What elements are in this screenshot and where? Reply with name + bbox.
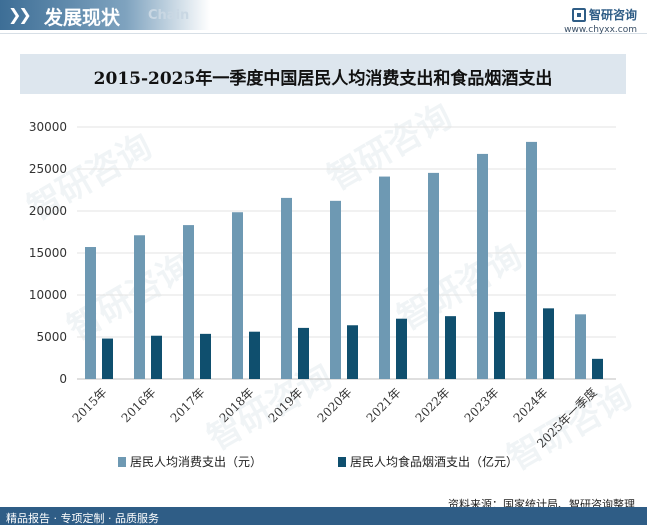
bar-series-2 [298,327,309,379]
footer-bar [0,507,647,525]
bar-series-1 [526,141,537,379]
bar-series-2 [494,311,505,379]
legend-swatch [338,457,346,467]
brand: 智研咨询 www.chyxx.com [564,4,637,35]
section-title: 发展现状 [44,7,121,29]
section-subtitle: Chain [148,8,190,23]
bar-series-2 [151,335,162,379]
x-tick-label: 2023年 [462,385,502,425]
chart-title-box: 2015-2025年一季度中国居民人均消费支出和食品烟酒支出 [20,54,626,94]
brand-logo-icon [571,7,586,22]
x-tick-label: 2024年 [511,385,551,425]
bar-series-2 [543,308,554,379]
y-tick-label: 5000 [36,330,67,344]
bar-series-2 [347,325,358,379]
bar-chart: 0 5000 10000 15000 20000 25000 30000 2015年 2016年… [29,120,616,469]
y-tick-label: 0 [59,372,67,386]
bar-series-1 [134,235,145,379]
bar-series-2 [445,316,456,379]
bar-series-1 [330,200,341,379]
bar-series-1 [183,225,194,379]
bar-series-1 [85,247,96,379]
double-chevron-icon: ❯❯ [8,5,32,24]
bar-series-1 [232,212,243,379]
y-tick-label: 30000 [29,120,67,134]
bar-series-1 [379,176,390,379]
section-header: ❯❯ 发展现状 Chain 智研咨询 www.chyxx.com [0,0,647,35]
x-tick-label: 2022年 [413,385,453,425]
bar-series-1 [575,314,586,379]
header-divider [0,33,647,34]
legend-swatch [118,457,126,467]
bar-series-2 [249,331,260,379]
legend-label: 居民人均消费支出（元） [130,455,262,469]
bar-series-2 [200,333,211,379]
bar-series-1 [477,153,488,379]
x-tick-label: 2021年 [364,385,404,425]
y-tick-label: 25000 [29,162,67,176]
y-tick-label: 15000 [29,246,67,260]
bar-series-1 [428,172,439,379]
legend-label: 居民人均食品烟酒支出（亿元） [350,454,518,469]
bar-series-2 [396,318,407,379]
x-tick-label: 2016年 [119,385,159,425]
chart-title: 2015-2025年一季度中国居民人均消费支出和食品烟酒支出 [93,69,553,89]
x-tick-label: 2015年 [70,385,110,425]
x-tick-label: 2020年 [315,385,355,425]
x-tick-label: 2018年 [217,385,257,425]
header-bar [0,0,210,30]
bar-series-1 [281,197,292,379]
y-tick-label: 10000 [29,288,67,302]
x-tick-label: 2017年 [168,385,208,425]
bar-series-2 [102,338,113,379]
footer-services: 精品报告 · 专项定制 · 品质服务 [6,512,159,525]
y-tick-label: 20000 [29,204,67,218]
x-tick-label: 2019年 [266,385,306,425]
brand-url: www.chyxx.com [564,25,637,35]
brand-name: 智研咨询 [588,8,637,22]
bar-series-2 [592,358,603,379]
